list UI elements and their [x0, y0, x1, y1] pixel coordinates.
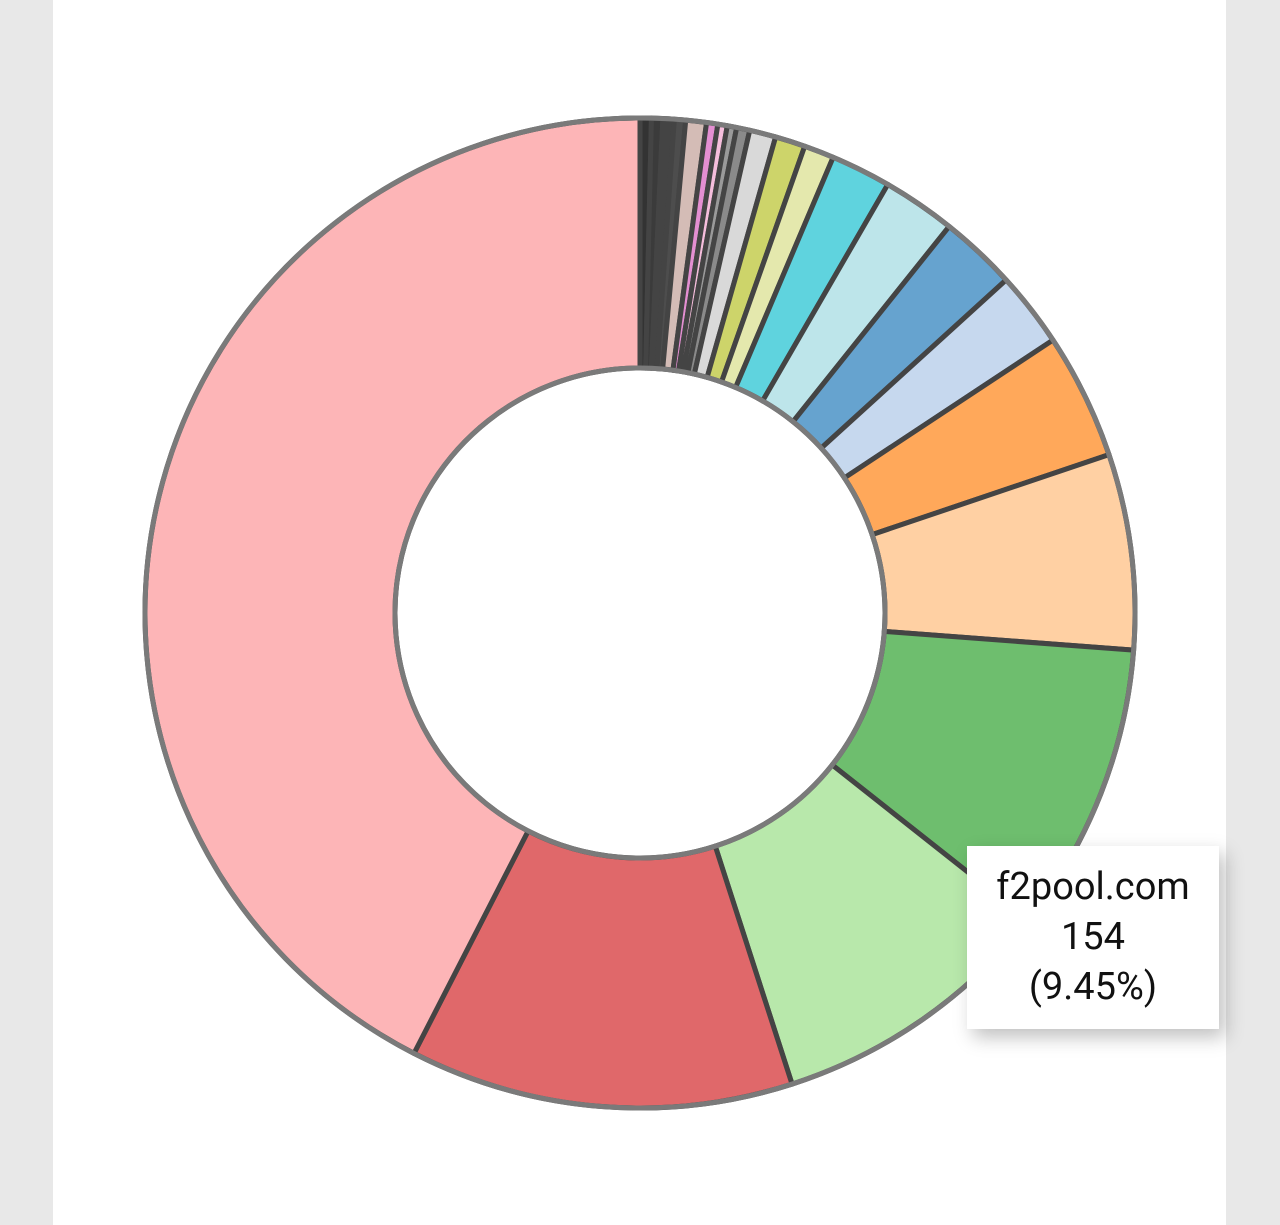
outer-ring	[142, 115, 1138, 1111]
tooltip-value: 154	[1060, 915, 1126, 959]
tooltip: f2pool.com 154 (9.45%)	[967, 846, 1219, 1029]
tooltip-name: f2pool.com	[996, 865, 1190, 909]
inner-ring	[392, 365, 888, 861]
tooltip-percent: (9.45%)	[1028, 965, 1158, 1009]
